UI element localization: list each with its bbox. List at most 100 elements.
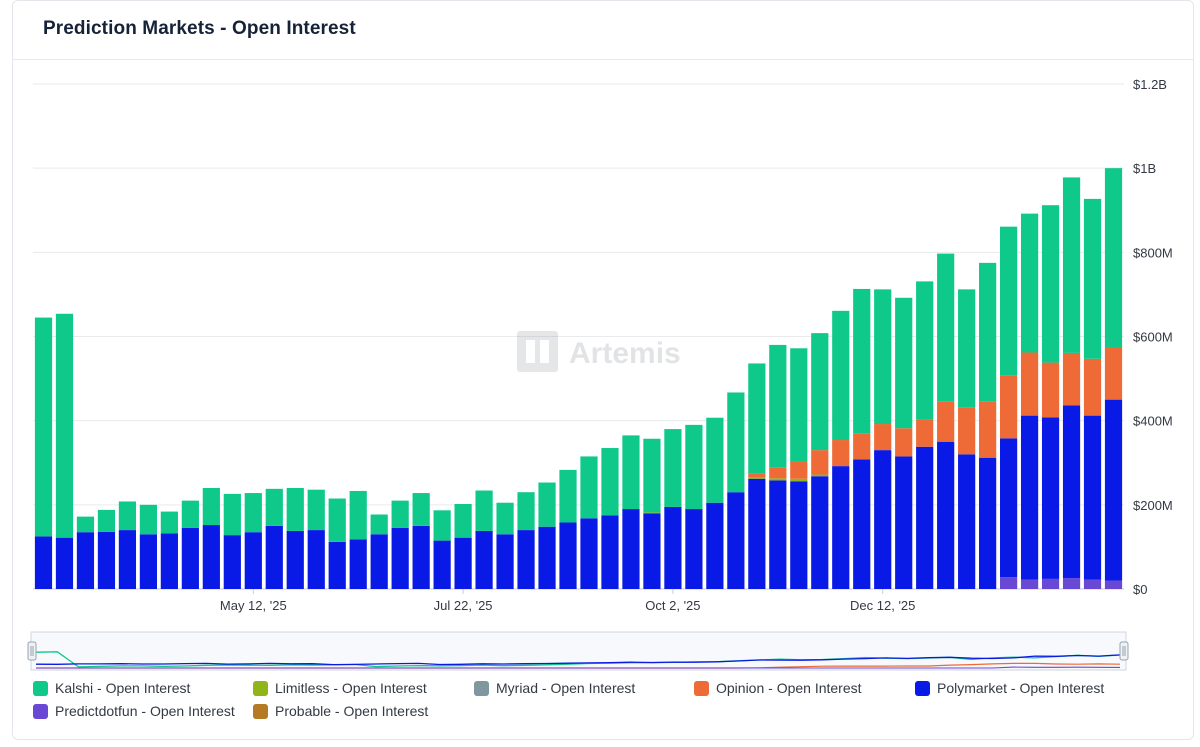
bar-kalshi[interactable]: [727, 392, 745, 493]
bar-kalshi[interactable]: [244, 493, 262, 533]
bar-polymarket[interactable]: [265, 525, 283, 589]
bar-limitless[interactable]: [748, 477, 766, 479]
bar-kalshi[interactable]: [1104, 168, 1123, 348]
bar-kalshi[interactable]: [1000, 226, 1018, 376]
bar-predictdotfun[interactable]: [1000, 577, 1018, 589]
bar-kalshi[interactable]: [433, 510, 451, 541]
bar-opinion[interactable]: [748, 473, 766, 478]
bar-kalshi[interactable]: [1062, 177, 1081, 353]
bar-kalshi[interactable]: [979, 262, 997, 402]
bar-polymarket[interactable]: [916, 446, 934, 589]
bar-kalshi[interactable]: [454, 503, 472, 538]
bar-opinion[interactable]: [832, 440, 850, 467]
bar-limitless[interactable]: [811, 474, 829, 477]
bar-polymarket[interactable]: [496, 534, 514, 589]
bar-opinion[interactable]: [1000, 375, 1018, 439]
bar-polymarket[interactable]: [307, 530, 325, 589]
legend-item-polymarket[interactable]: Polymarket - Open Interest: [915, 680, 1104, 696]
bar-kalshi[interactable]: [895, 297, 913, 429]
bar-polymarket[interactable]: [412, 525, 430, 589]
bar-opinion[interactable]: [895, 428, 913, 457]
bar-polymarket[interactable]: [706, 502, 724, 589]
bar-polymarket[interactable]: [790, 481, 808, 589]
bar-limitless[interactable]: [769, 478, 787, 481]
bar-polymarket[interactable]: [475, 530, 493, 589]
bar-limitless[interactable]: [790, 478, 808, 482]
bar-kalshi[interactable]: [706, 417, 724, 503]
bar-polymarket[interactable]: [769, 480, 787, 589]
bar-polymarket[interactable]: [55, 537, 74, 589]
bar-polymarket[interactable]: [370, 534, 388, 589]
bar-polymarket[interactable]: [874, 450, 892, 589]
bar-polymarket[interactable]: [727, 492, 745, 589]
bar-opinion[interactable]: [853, 433, 871, 460]
bar-predictdotfun[interactable]: [1041, 578, 1060, 589]
bar-kalshi[interactable]: [202, 488, 220, 526]
bar-kalshi[interactable]: [412, 493, 430, 526]
bar-polymarket[interactable]: [97, 531, 116, 589]
navigator-right-handle[interactable]: [1119, 641, 1129, 661]
bar-kalshi[interactable]: [1041, 205, 1060, 363]
bar-kalshi[interactable]: [958, 289, 976, 408]
bar-kalshi[interactable]: [580, 456, 598, 519]
navigator-left-handle[interactable]: [27, 641, 37, 661]
bar-kalshi[interactable]: [370, 514, 388, 535]
bar-kalshi[interactable]: [874, 289, 892, 425]
bar-polymarket[interactable]: [538, 526, 556, 589]
bar-polymarket[interactable]: [580, 518, 598, 589]
bar-opinion[interactable]: [958, 407, 976, 455]
bar-limitless[interactable]: [643, 512, 661, 514]
bar-polymarket[interactable]: [1000, 438, 1018, 578]
bar-polymarket[interactable]: [685, 509, 703, 589]
bar-kalshi[interactable]: [622, 435, 640, 510]
bar-polymarket[interactable]: [223, 535, 241, 589]
bar-kalshi[interactable]: [328, 498, 346, 542]
bar-polymarket[interactable]: [853, 459, 871, 589]
bar-polymarket[interactable]: [181, 527, 199, 589]
bar-polymarket[interactable]: [286, 530, 304, 589]
bar-kalshi[interactable]: [559, 469, 577, 523]
bar-kalshi[interactable]: [1020, 213, 1039, 353]
bar-polymarket[interactable]: [391, 527, 409, 589]
bar-polymarket[interactable]: [34, 536, 53, 589]
bar-polymarket[interactable]: [664, 506, 682, 589]
bar-polymarket[interactable]: [748, 478, 766, 589]
range-navigator[interactable]: [27, 631, 1129, 671]
bar-kalshi[interactable]: [55, 313, 74, 538]
bar-polymarket[interactable]: [979, 457, 997, 589]
bar-kalshi[interactable]: [685, 424, 703, 510]
bar-kalshi[interactable]: [496, 502, 514, 535]
bar-polymarket[interactable]: [118, 530, 137, 589]
bar-polymarket[interactable]: [622, 509, 640, 589]
bar-kalshi[interactable]: [475, 490, 493, 531]
bar-kalshi[interactable]: [307, 489, 325, 531]
bar-opinion[interactable]: [979, 401, 997, 458]
bar-kalshi[interactable]: [97, 509, 116, 532]
bar-opinion[interactable]: [1020, 352, 1039, 416]
bar-kalshi[interactable]: [181, 500, 199, 528]
bar-polymarket[interactable]: [643, 513, 661, 589]
bar-polymarket[interactable]: [139, 534, 157, 589]
bar-kalshi[interactable]: [748, 363, 766, 474]
bar-kalshi[interactable]: [34, 317, 53, 537]
legend-item-predictdotfun[interactable]: Predictdotfun - Open Interest: [33, 703, 235, 719]
bar-opinion[interactable]: [1062, 352, 1081, 406]
legend-item-probable[interactable]: Probable - Open Interest: [253, 703, 428, 719]
bar-kalshi[interactable]: [391, 500, 409, 528]
bar-kalshi[interactable]: [853, 288, 871, 434]
bar-polymarket[interactable]: [1083, 415, 1102, 580]
bar-kalshi[interactable]: [517, 492, 535, 531]
bar-polymarket[interactable]: [517, 530, 535, 589]
bar-kalshi[interactable]: [664, 429, 682, 507]
legend-item-limitless[interactable]: Limitless - Open Interest: [253, 680, 427, 696]
bar-kalshi[interactable]: [349, 490, 367, 540]
legend-item-myriad[interactable]: Myriad - Open Interest: [474, 680, 635, 696]
bar-kalshi[interactable]: [538, 482, 556, 527]
bar-polymarket[interactable]: [811, 476, 829, 589]
bar-polymarket[interactable]: [832, 466, 850, 589]
bar-polymarket[interactable]: [559, 522, 577, 589]
bar-predictdotfun[interactable]: [1020, 579, 1039, 589]
bar-kalshi[interactable]: [223, 493, 241, 536]
bar-opinion[interactable]: [1083, 358, 1102, 416]
bar-polymarket[interactable]: [601, 515, 619, 589]
